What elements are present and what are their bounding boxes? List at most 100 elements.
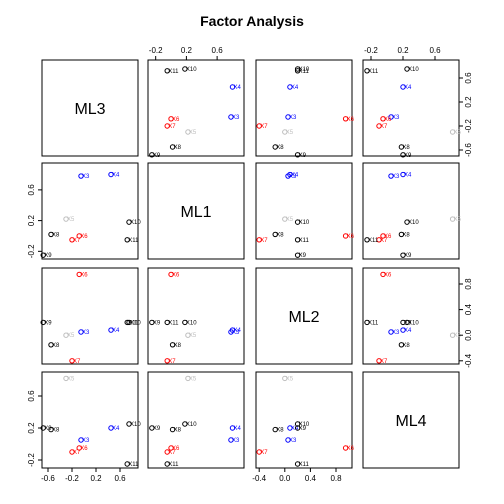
point-X11-ML1-ML4 xyxy=(364,237,370,243)
point-X8-ML4-ML1 xyxy=(169,426,176,433)
point-X11-ML4-ML1 xyxy=(164,461,170,467)
point-X10-ML1-ML4 xyxy=(404,219,410,225)
point-X8-ML1-ML3 xyxy=(48,231,54,238)
point-X3-ML3-ML2 xyxy=(285,114,291,120)
point-X6-ML1-ML2 xyxy=(342,233,349,239)
point-X11-ML4-ML2 xyxy=(294,461,301,467)
point-label-X4-ML2-ML3: X4 xyxy=(112,328,120,334)
point-X11-ML2-ML3 xyxy=(124,319,130,326)
point-X10-ML4-ML1 xyxy=(182,421,188,427)
point-X10-ML3-ML1 xyxy=(182,66,188,72)
point-label-X11-ML3-ML4: X11 xyxy=(368,69,379,75)
point-label-X10-ML1-ML2: X10 xyxy=(299,220,310,226)
point-label-X10-ML2-ML4: X10 xyxy=(408,320,419,326)
point-label-X9-ML2-ML4: X9 xyxy=(404,320,412,326)
tick-label-top-ML4: -0.2 xyxy=(364,46,378,55)
point-X9-ML1-ML4 xyxy=(400,252,406,258)
point-X3-ML4-ML2 xyxy=(285,437,291,443)
point-label-X6-ML3-ML1: X6 xyxy=(172,117,180,123)
point-label-X3-ML2-ML1: X3 xyxy=(232,330,240,336)
tick-label-bottom-ML2: 0.0 xyxy=(279,474,291,483)
point-label-X11-ML1-ML2: X11 xyxy=(299,238,310,244)
point-X7-ML4-ML2 xyxy=(256,449,262,455)
point-label-X8-ML3-ML4: X8 xyxy=(402,145,410,151)
point-label-X10-ML1-ML3: X10 xyxy=(130,220,141,226)
point-label-X9-ML4-ML2: X9 xyxy=(299,426,307,432)
point-X10-ML4-ML3 xyxy=(126,421,132,427)
point-label-X9-ML4-ML1: X9 xyxy=(153,426,161,432)
point-X10-ML1-ML3 xyxy=(126,219,132,225)
point-label-X6-ML3-ML4: X6 xyxy=(384,117,392,123)
tick-label-bottom-ML2: -0.4 xyxy=(252,474,266,483)
point-X4-ML1-ML3 xyxy=(108,171,114,178)
point-X7-ML2-ML4 xyxy=(376,358,382,364)
point-label-X5-ML3-ML2: X5 xyxy=(286,130,294,136)
point-X4-ML2-ML1 xyxy=(229,327,236,333)
point-label-X7-ML3-ML4: X7 xyxy=(380,124,388,130)
point-label-X8-ML3-ML1: X8 xyxy=(174,145,182,151)
point-label-X10-ML1-ML4: X10 xyxy=(408,220,419,226)
point-label-X5-ML2-ML3: X5 xyxy=(67,333,75,339)
panel-frame-ML2-ML4 xyxy=(362,267,460,365)
point-label-X11-ML2-ML1: X11 xyxy=(168,320,179,326)
point-label-X4-ML1-ML3: X4 xyxy=(112,173,120,179)
point-label-X3-ML3-ML1: X3 xyxy=(232,115,240,121)
tick-label-left-ML1: 0.6 xyxy=(27,184,36,196)
point-label-X4-ML1-ML2: X4 xyxy=(291,173,299,179)
point-X4-ML2-ML4 xyxy=(400,327,406,333)
point-X6-ML3-ML1 xyxy=(168,116,174,122)
point-X3-ML2-ML3 xyxy=(78,329,84,335)
point-X3-ML1-ML3 xyxy=(78,173,84,179)
point-X6-ML2-ML4 xyxy=(380,271,386,278)
point-label-X3-ML1-ML2: X3 xyxy=(289,174,297,180)
point-X5-ML3-ML2 xyxy=(282,129,288,135)
point-label-X7-ML4-ML2: X7 xyxy=(260,450,268,456)
point-label-X9-ML4-ML3: X9 xyxy=(44,426,52,432)
point-label-X7-ML4-ML1: X7 xyxy=(168,450,176,456)
point-label-X5-ML4-ML3: X5 xyxy=(67,376,75,382)
point-X4-ML3-ML1 xyxy=(229,84,236,90)
point-X9-ML1-ML3 xyxy=(40,252,46,258)
point-X6-ML3-ML4 xyxy=(380,116,386,122)
point-label-X4-ML2-ML4: X4 xyxy=(404,328,412,334)
point-label-X4-ML4-ML3: X4 xyxy=(112,426,120,432)
point-label-X10-ML2-ML1: X10 xyxy=(186,320,197,326)
point-label-X11-ML4-ML3: X11 xyxy=(128,462,139,468)
point-X9-ML1-ML2 xyxy=(294,252,301,258)
point-X3-ML4-ML3 xyxy=(78,437,84,443)
point-label-X5-ML2-ML4: X5 xyxy=(454,333,462,339)
point-X8-ML4-ML2 xyxy=(272,426,278,433)
point-X10-ML3-ML4 xyxy=(404,66,410,72)
point-label-X8-ML1-ML4: X8 xyxy=(402,232,410,238)
point-X5-ML4-ML2 xyxy=(282,375,288,382)
point-X4-ML2-ML3 xyxy=(108,327,114,333)
point-label-X5-ML1-ML3: X5 xyxy=(67,217,75,223)
tick-label-left-ML1: -0.2 xyxy=(27,244,36,258)
point-X5-ML3-ML4 xyxy=(449,129,456,135)
panel-frame-ML3-ML4 xyxy=(362,59,460,157)
tick-label-left-ML1: 0.2 xyxy=(27,214,36,226)
point-X6-ML4-ML2 xyxy=(342,445,349,451)
point-X10-ML2-ML4 xyxy=(404,319,410,326)
point-X6-ML2-ML3 xyxy=(76,271,82,278)
point-X7-ML2-ML3 xyxy=(69,358,75,364)
tick-label-top-ML4: 0.6 xyxy=(429,46,441,55)
diagonal-label-ML2: ML2 xyxy=(288,309,319,326)
chart-title: Factor Analysis xyxy=(200,13,304,29)
panel-frame-ML4-ML4 xyxy=(362,371,460,469)
point-label-X3-ML4-ML3: X3 xyxy=(82,438,90,444)
point-label-X3-ML2-ML3: X3 xyxy=(82,330,90,336)
point-X11-ML1-ML3 xyxy=(124,237,130,243)
point-X8-ML2-ML4 xyxy=(398,342,405,348)
point-label-X11-ML2-ML4: X11 xyxy=(368,320,379,326)
point-label-X3-ML3-ML2: X3 xyxy=(289,115,297,121)
point-label-X3-ML2-ML4: X3 xyxy=(392,330,400,336)
point-label-X4-ML3-ML2: X4 xyxy=(291,85,299,91)
panel-frame-ML4-ML2 xyxy=(255,371,353,469)
tick-label-right-ML2: -0.4 xyxy=(464,353,473,367)
point-X5-ML2-ML3 xyxy=(63,332,69,338)
point-X5-ML4-ML1 xyxy=(185,375,191,382)
point-X7-ML2-ML1 xyxy=(164,358,170,364)
point-label-X6-ML2-ML1: X6 xyxy=(172,272,180,278)
panel-frame-ML3-ML3 xyxy=(41,59,139,157)
